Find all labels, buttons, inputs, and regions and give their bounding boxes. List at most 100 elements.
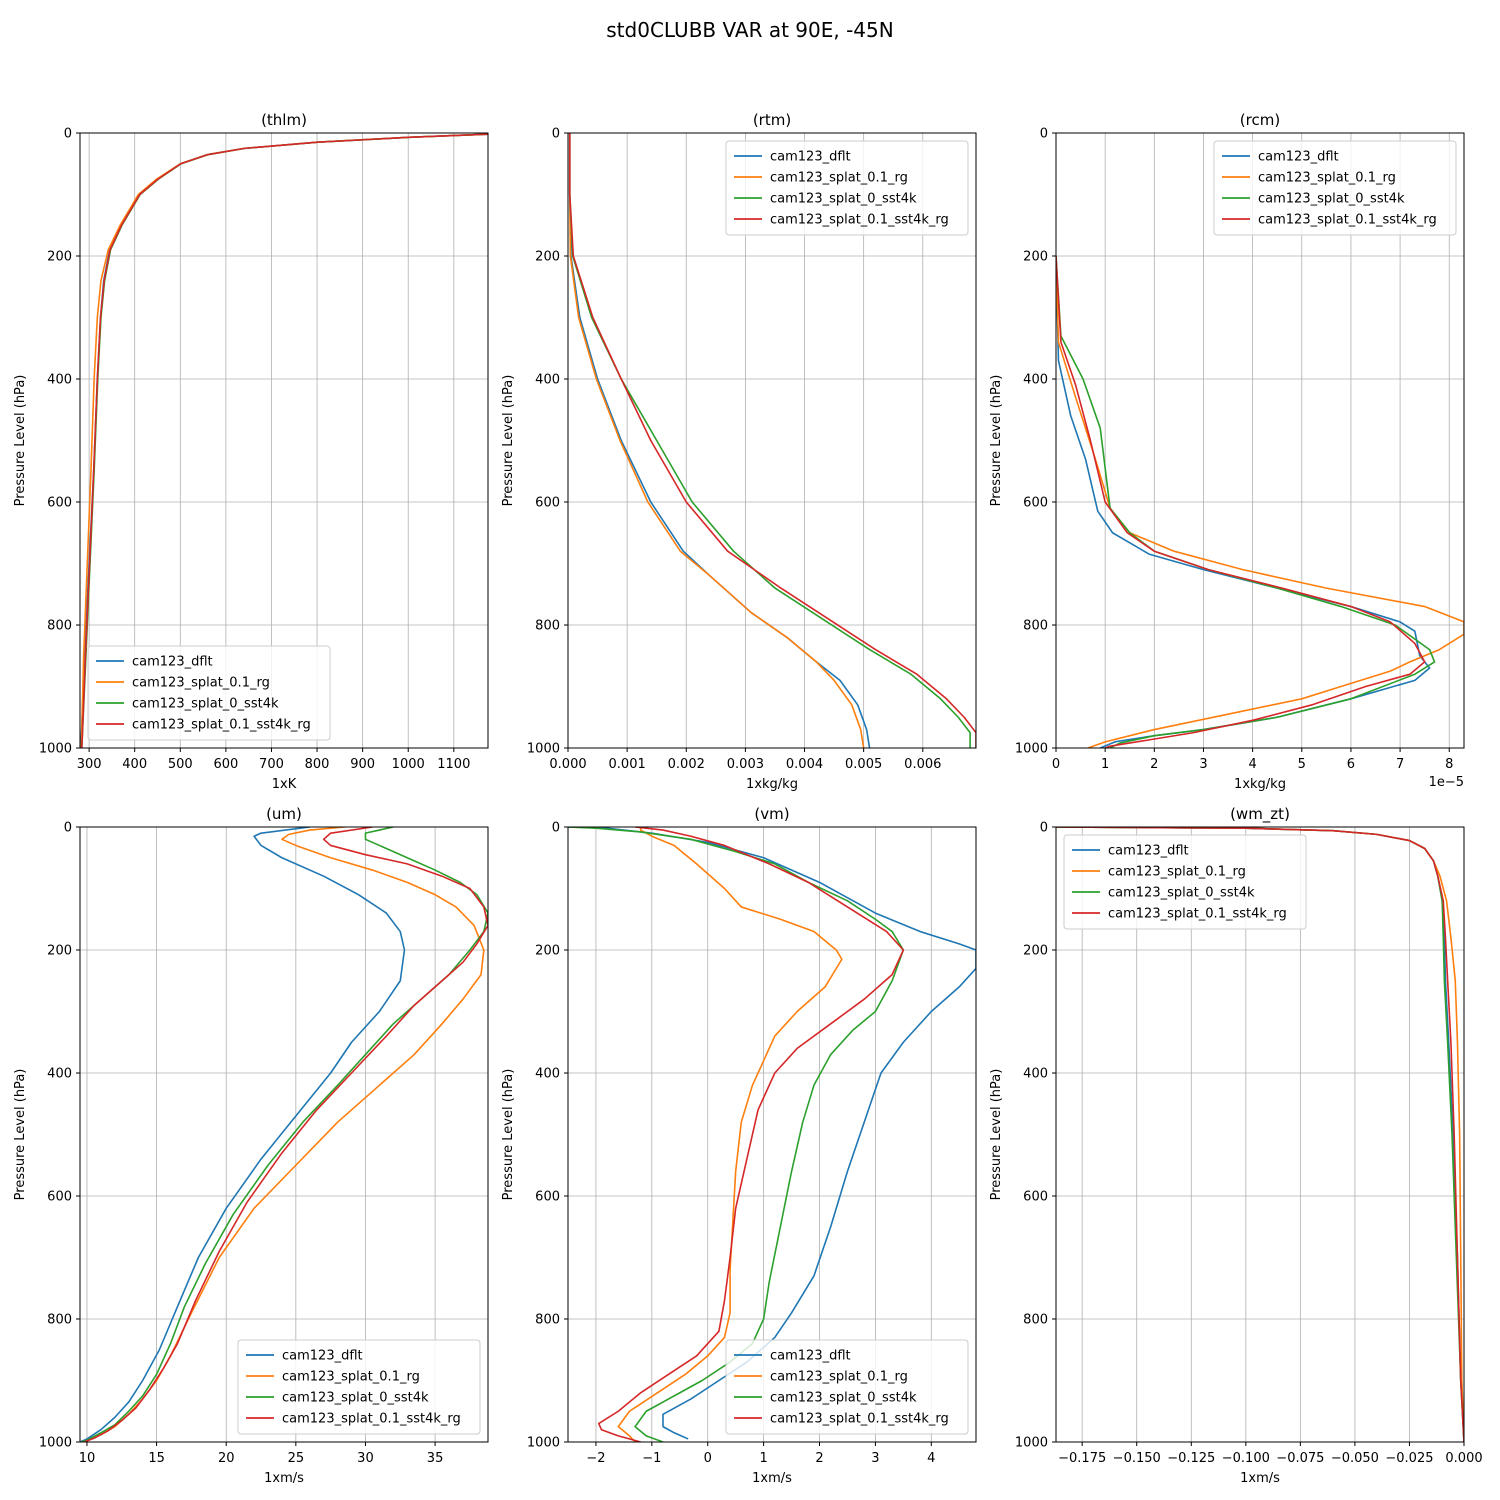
x-tick-label: 2 [815, 1451, 823, 1466]
x-tick-label: 7 [1396, 757, 1404, 772]
series-line-cam123_dflt [568, 133, 871, 748]
legend-entry: cam123_dflt [1108, 844, 1189, 859]
y-tick-label: 0 [1040, 821, 1048, 836]
legend-entry: cam123_splat_0_sst4k [1258, 192, 1405, 207]
legend-entry: cam123_splat_0.1_rg [1258, 171, 1396, 186]
x-tick-label: −2 [586, 1451, 605, 1466]
y-tick-label: 400 [47, 373, 72, 388]
x-tick-label: −1 [642, 1451, 661, 1466]
y-tick-label: 600 [535, 1190, 560, 1205]
axes-frame [79, 132, 489, 749]
series-line-cam123_splat_0.1_rg [1056, 255, 1464, 748]
y-tick-label: 400 [535, 1067, 560, 1082]
x-tick-label: 800 [305, 757, 330, 772]
y-tick-label: 200 [1023, 944, 1048, 959]
legend: cam123_dflt cam123_splat_0.1_rg cam123_spl… [237, 1339, 481, 1435]
y-tick-label: 0 [64, 127, 72, 142]
x-tick-label: −0.175 [1058, 1451, 1106, 1466]
axes-frame [567, 826, 977, 1443]
y-tick-label: 600 [535, 496, 560, 511]
y-tick-label: 1000 [39, 1436, 72, 1451]
legend-entry: cam123_splat_0.1_sst4k_rg [282, 1412, 461, 1427]
y-tick-label: 800 [1023, 619, 1048, 634]
subplot-3: 0 1 2 3 4 5 6 7 8 0 200 400 600 800 1000 (rcm) 1xkg/kg Pr… [989, 111, 1465, 792]
x-tick-label: 0.002 [668, 757, 705, 772]
series-line-cam123_splat_0.1_sst4k_rg [1056, 255, 1426, 748]
x-tick-label: 20 [218, 1451, 235, 1466]
series-line-cam123_dflt [568, 827, 976, 1440]
legend-entry: cam123_splat_0.1_rg [282, 1370, 420, 1385]
legend: cam123_dflt cam123_splat_0.1_rg cam123_spl… [725, 1339, 969, 1435]
y-tick-label: 600 [47, 496, 72, 511]
y-tick-label: 800 [47, 619, 72, 634]
x-tick-label: −0.150 [1113, 1451, 1161, 1466]
x-tick-label: 900 [350, 757, 375, 772]
x-tick-label: 1 [1101, 757, 1109, 772]
series-line-cam123_dflt [80, 827, 406, 1442]
y-tick-label: 1000 [527, 742, 560, 757]
legend-entry: cam123_splat_0.1_sst4k_rg [1108, 907, 1287, 922]
y-tick-label: 400 [1023, 373, 1048, 388]
x-axis-label: 1xkg/kg [746, 777, 798, 792]
x-offset-text: 1e−5 [1429, 775, 1464, 790]
series-line-cam123_splat_0.1_rg [568, 133, 865, 748]
legend-entry: cam123_dflt [770, 1349, 851, 1364]
y-tick-label: 600 [1023, 496, 1048, 511]
series-line-cam123_splat_0.1_sst4k_rg [597, 827, 905, 1442]
x-axis-label: 1xm/s [1240, 1471, 1280, 1486]
x-tick-label: 4 [927, 1451, 935, 1466]
y-tick-label: 600 [1023, 1190, 1048, 1205]
subplot-6: −0.175 −0.150 −0.125 −0.100 −0.075 −0.050 −0.0… [989, 805, 1483, 1486]
x-tick-label: 8 [1445, 757, 1453, 772]
y-tick-label: 200 [47, 250, 72, 265]
y-tick-label: 0 [552, 821, 560, 836]
y-tick-label: 800 [535, 619, 560, 634]
x-tick-label: 0.000 [1445, 1451, 1482, 1466]
legend-box [237, 1339, 481, 1435]
x-tick-label: 2 [1150, 757, 1158, 772]
legend-entry: cam123_dflt [282, 1349, 363, 1364]
legend-entry: cam123_dflt [132, 655, 213, 670]
y-tick-label: 1000 [1015, 1436, 1048, 1451]
legend-entry: cam123_splat_0.1_sst4k_rg [770, 1412, 949, 1427]
subplot-5: −2 −1 0 1 2 3 4 0 200 400 600 800 1000 (vm) 1xm/s Press… [501, 805, 977, 1486]
y-axis-label: Pressure Level (hPa) [989, 375, 1004, 507]
x-tick-label: 0.000 [549, 757, 586, 772]
x-tick-label: 500 [168, 757, 193, 772]
legend-entry: cam123_splat_0_sst4k [132, 697, 279, 712]
x-tick-label: −0.075 [1276, 1451, 1324, 1466]
subplot-title: (rcm) [1240, 111, 1280, 129]
legend-entry: cam123_splat_0_sst4k [770, 1391, 917, 1406]
legend-box [1063, 834, 1307, 930]
x-axis-label: 1xK [272, 777, 297, 792]
x-axis-label: 1xkg/kg [1234, 777, 1286, 792]
y-tick-label: 800 [535, 1313, 560, 1328]
x-tick-label: 0.003 [727, 757, 764, 772]
legend-entry: cam123_splat_0_sst4k [770, 192, 917, 207]
y-axis-label: Pressure Level (hPa) [501, 1069, 516, 1201]
legend-entry: cam123_splat_0.1_rg [132, 676, 270, 691]
y-tick-label: 800 [47, 1313, 72, 1328]
series-line-cam123_splat_0_sst4k [568, 827, 905, 1442]
legend-entry: cam123_dflt [770, 150, 851, 165]
axes-frame [567, 132, 977, 749]
y-tick-label: 800 [1023, 1313, 1048, 1328]
legend-box [725, 140, 969, 236]
legend-entry: cam123_splat_0.1_rg [1108, 865, 1246, 880]
x-tick-label: 6 [1347, 757, 1355, 772]
subplot-1: 300 400 500 600 700 800 900 1000 1100 0 200 400 600 8… [13, 111, 489, 792]
x-tick-label: 0.001 [609, 757, 646, 772]
series-line-cam123_splat_0.1_sst4k_rg [83, 827, 488, 1442]
panels: 300 400 500 600 700 800 900 1000 110002004006008… [13, 111, 1483, 1486]
x-tick-label: 600 [213, 757, 238, 772]
legend-entry: cam123_splat_0.1_sst4k_rg [132, 718, 311, 733]
x-tick-label: 0 [1052, 757, 1060, 772]
y-tick-label: 600 [47, 1190, 72, 1205]
axes-frame [79, 826, 489, 1443]
y-axis-label: Pressure Level (hPa) [13, 1069, 28, 1201]
legend: cam123_dflt cam123_splat_0.1_rg cam123_spl… [1063, 834, 1307, 930]
subplot-title: (wm_zt) [1230, 805, 1290, 824]
subplot-2: 0.000 0.001 0.002 0.003 0.004 0.005 0.006 0 200 4… [501, 111, 977, 792]
